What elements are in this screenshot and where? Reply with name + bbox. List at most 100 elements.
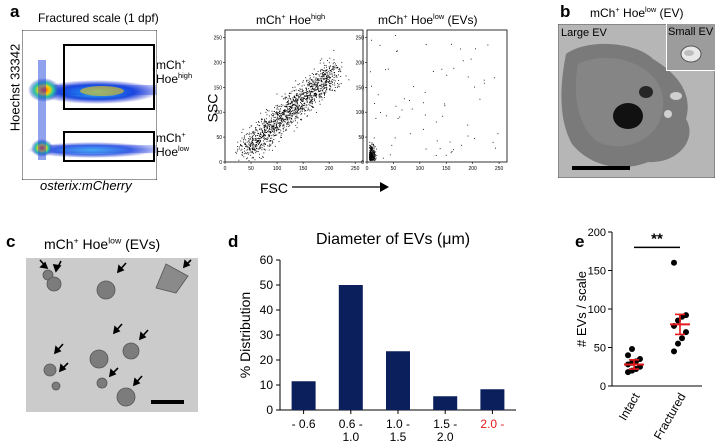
event-dot xyxy=(258,142,260,144)
event-dot xyxy=(288,117,290,119)
event-dot xyxy=(264,134,265,136)
event-dot xyxy=(247,152,248,154)
event-dot xyxy=(493,77,495,79)
ssc-tick-label: 150 xyxy=(214,85,223,91)
event-dot xyxy=(331,89,333,91)
event-dot xyxy=(302,105,304,107)
event-dot xyxy=(243,141,244,143)
event-dot xyxy=(288,97,290,99)
event-dot xyxy=(285,105,287,107)
event-dot xyxy=(303,107,305,109)
event-dot xyxy=(311,90,313,92)
event-dot xyxy=(325,77,327,79)
event-dot xyxy=(294,99,296,101)
event-dot xyxy=(307,85,309,87)
event-dot xyxy=(371,85,372,87)
event-dot xyxy=(256,140,258,142)
event-dot xyxy=(252,149,254,151)
event-dot xyxy=(261,129,263,131)
fsc-tick-label: 150 xyxy=(299,166,308,172)
event-dot xyxy=(314,99,316,101)
event-dot xyxy=(320,81,322,83)
event-dot xyxy=(252,131,254,133)
x-tick-label: 1.0 - xyxy=(386,417,410,431)
event-dot xyxy=(318,100,320,102)
bar xyxy=(386,351,410,410)
event-dot xyxy=(334,74,336,76)
event-dot xyxy=(286,125,288,127)
event-dot xyxy=(275,119,277,121)
event-dot xyxy=(292,114,294,116)
event-dot xyxy=(395,105,397,107)
event-dot xyxy=(307,92,309,94)
fsc-tick-label: 50 xyxy=(391,166,397,172)
event-dot xyxy=(286,102,288,103)
event-dot xyxy=(277,127,279,129)
event-dot xyxy=(327,70,329,72)
event-dot xyxy=(341,66,343,68)
micrograph-title: mCh+ Hoelow (EVs) xyxy=(44,235,161,252)
event-dot xyxy=(285,110,287,112)
event-dot xyxy=(269,126,270,128)
event-dot xyxy=(272,131,273,133)
event-dot xyxy=(316,86,318,88)
event-dot xyxy=(293,103,295,105)
event-dot xyxy=(310,101,311,103)
event-dot xyxy=(259,157,260,159)
event-dot xyxy=(329,65,331,67)
event-dot xyxy=(287,101,288,102)
event-dot xyxy=(254,131,256,133)
event-dot xyxy=(325,87,327,88)
event-dot xyxy=(331,69,333,71)
gate-low-box xyxy=(63,131,155,162)
event-dot xyxy=(300,113,302,115)
event-dot xyxy=(306,96,308,98)
event-dot xyxy=(295,97,296,99)
event-dot xyxy=(263,125,265,127)
event-dot xyxy=(241,145,243,147)
event-dot xyxy=(304,95,306,97)
event-dot xyxy=(269,131,271,133)
event-dot xyxy=(263,121,265,123)
event-dot xyxy=(270,144,272,146)
event-dot xyxy=(265,129,267,131)
event-dot xyxy=(262,136,264,138)
event-dot xyxy=(296,116,297,118)
event-dot xyxy=(340,76,342,77)
event-dot xyxy=(302,110,303,112)
event-dot xyxy=(306,104,308,106)
event-dot xyxy=(271,125,273,127)
event-dot xyxy=(373,151,375,153)
event-dot xyxy=(259,145,261,147)
x-tick-label: Intact xyxy=(616,390,643,423)
facs-xlabel: osterix:mCherry xyxy=(40,178,132,193)
event-dot xyxy=(279,125,281,127)
ssc-tick-label: 250 xyxy=(214,35,223,41)
event-dot xyxy=(297,99,299,101)
event-dot xyxy=(282,127,284,129)
event-dot xyxy=(246,145,248,147)
event-dot xyxy=(316,79,318,80)
event-dot xyxy=(287,101,289,103)
event-dot xyxy=(267,124,269,126)
event-dot xyxy=(310,86,312,88)
event-dot xyxy=(333,68,335,70)
event-dot xyxy=(340,83,342,85)
event-dot xyxy=(278,105,280,107)
event-dot xyxy=(314,88,315,90)
event-dot xyxy=(256,148,258,150)
event-dot xyxy=(332,67,334,69)
event-dot xyxy=(254,150,256,152)
event-dot xyxy=(264,121,266,123)
event-dot xyxy=(255,149,256,151)
event-dot xyxy=(287,111,289,113)
event-dot xyxy=(474,86,476,88)
event-dot xyxy=(435,155,437,156)
event-dot xyxy=(305,98,307,100)
event-dot xyxy=(294,118,296,120)
event-dot xyxy=(373,143,374,145)
event-dot xyxy=(271,129,273,131)
event-dot xyxy=(369,153,371,155)
event-dot xyxy=(254,145,256,147)
event-dot xyxy=(306,97,308,99)
